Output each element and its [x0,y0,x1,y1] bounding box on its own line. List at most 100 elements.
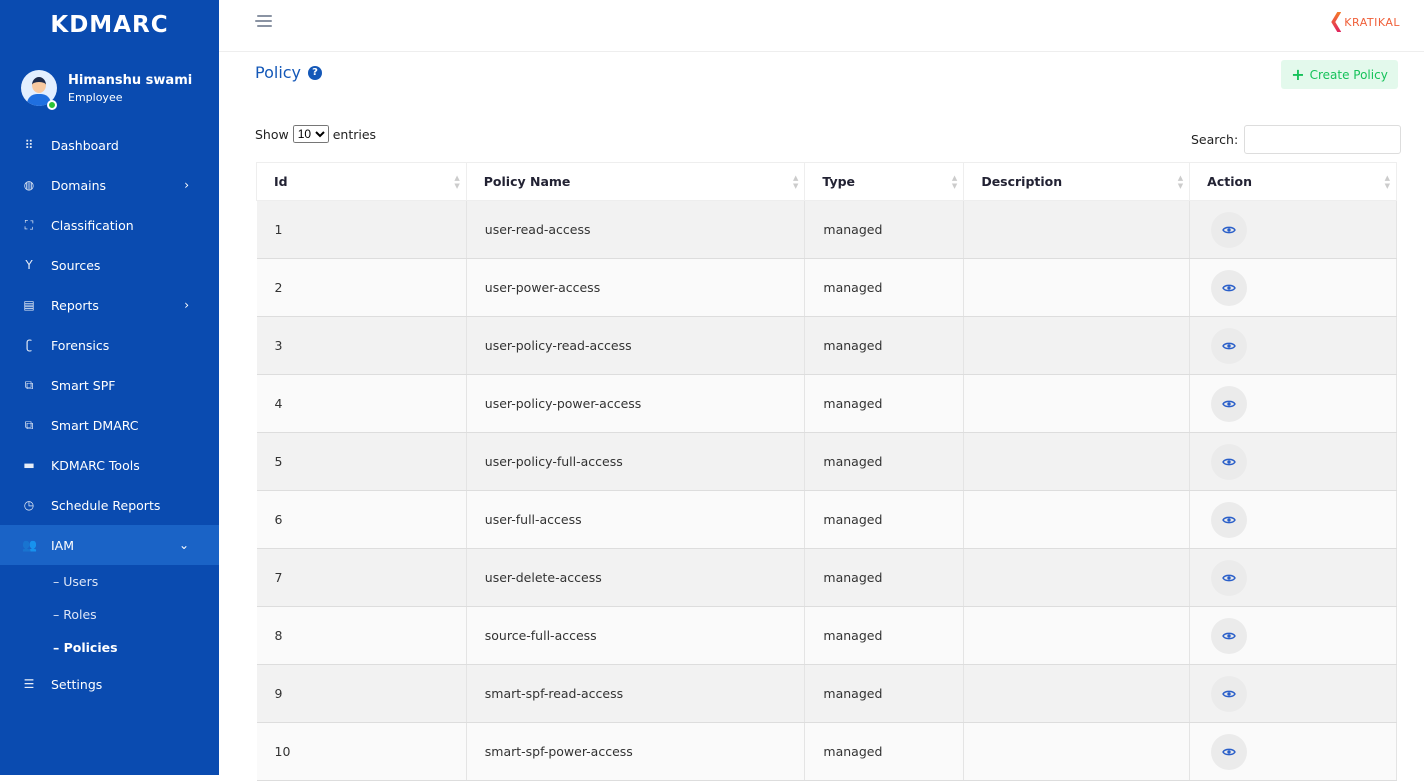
sidebar-subitem-users[interactable]: – Users [53,574,99,589]
view-button[interactable] [1211,559,1248,596]
sidebar-subitem-policies[interactable]: – Policies [53,640,118,655]
table-row: 6 user-full-access managed [256,490,1397,549]
cell-action [1189,548,1397,607]
column-label: Policy Name [483,174,571,189]
sidebar-item-domains[interactable]: ◍ Domains › [0,165,219,205]
column-header-description[interactable]: Description ▲ ▼ [963,162,1191,201]
cell-action [1189,490,1397,549]
search-input[interactable] [1244,125,1402,154]
cell-id: 8 [256,606,467,665]
table-row: 4 user-policy-power-access managed [256,374,1397,433]
cell-description [963,722,1191,781]
sidebar-subitem-roles[interactable]: – Roles [53,607,97,622]
sidebar-item-label: KDMARC Tools [51,457,140,473]
eye-icon [1222,284,1236,291]
sidebar-item-label: Smart SPF [51,377,116,393]
sidebar-item-sources[interactable]: Y Sources [0,245,219,285]
menu-toggle-icon[interactable] [255,15,272,30]
cell-type: managed [804,200,965,259]
column-header-type[interactable]: Type ▲ ▼ [804,162,965,201]
sidebar-item-dashboard[interactable]: ⠿ Dashboard [0,125,219,165]
sidebar-item-schedule-reports[interactable]: ◷ Schedule Reports [0,485,219,525]
cell-id: 9 [256,664,467,723]
eye-icon [1222,516,1236,523]
online-status-icon [47,100,57,110]
show-label: Show [255,126,289,142]
view-button[interactable] [1211,443,1248,480]
kdmarc-logo[interactable]: KDMARC [50,12,169,38]
sort-icon[interactable]: ▲ ▼ [454,174,460,190]
user-profile[interactable]: Himanshu swami Employee [21,70,192,106]
view-button[interactable] [1211,733,1248,770]
sidebar-item-reports[interactable]: ▤ Reports › [0,285,219,325]
eye-icon [1222,458,1236,465]
cell-policy-name: user-delete-access [466,548,806,607]
sidebar-item-label: Sources [51,257,101,273]
copy-icon: ⧉ [24,417,34,432]
cell-action [1189,316,1397,375]
column-header-id[interactable]: Id ▲ ▼ [256,162,467,201]
help-icon[interactable]: ? [308,65,323,80]
sidebar-item-smart-dmarc[interactable]: ⧉ Smart DMARC [0,405,219,445]
chevron-down-icon: ⌄ [178,538,189,552]
cell-id: 5 [256,432,467,491]
cell-policy-name: user-policy-read-access [466,316,806,375]
table-row: 8 source-full-access managed [256,606,1397,665]
user-role: Employee [68,90,123,104]
sort-icon[interactable]: ▲ ▼ [793,174,799,190]
cell-description [963,374,1191,433]
column-header-action[interactable]: Action ▲ ▼ [1189,162,1397,201]
view-button[interactable] [1211,385,1248,422]
cell-description [963,432,1191,491]
avatar [21,70,57,106]
cell-id: 3 [256,316,467,375]
cell-action [1189,200,1397,259]
create-policy-button[interactable]: + Create Policy [1281,60,1398,89]
report-icon: ▤ [23,298,35,312]
page-size-select[interactable]: 10 [292,125,329,143]
cell-id: 7 [256,548,467,607]
cell-description [963,200,1191,259]
globe-icon: ◍ [23,178,35,192]
sidebar-item-smart-spf[interactable]: ⧉ Smart SPF [0,365,219,405]
sidebar-item-kdmarc-tools[interactable]: ▬ KDMARC Tools [0,445,219,485]
cell-policy-name: smart-spf-power-access [466,722,806,781]
sidebar: KDMARC Himanshu swami Employee ⠿ Dashboar… [0,0,219,775]
table-row: 5 user-policy-full-access managed [256,432,1397,491]
sort-icon[interactable]: ▲ ▼ [1177,174,1184,190]
eye-icon [1222,574,1236,581]
copy-icon: ⧉ [24,377,34,392]
eye-icon [1222,342,1236,349]
column-label: Description [981,174,1063,189]
eye-icon [1222,748,1236,755]
cell-policy-name: user-policy-power-access [466,374,806,433]
column-header-policy-name[interactable]: Policy Name ▲ ▼ [465,162,806,201]
cell-type: managed [804,258,965,317]
sidebar-item-forensics[interactable]: ʗ Forensics [0,325,219,365]
page-size-control: Show 10 entries [255,125,376,143]
view-button[interactable] [1211,617,1248,654]
view-button[interactable] [1211,501,1248,538]
cell-description [963,664,1191,723]
cell-policy-name: user-read-access [466,200,806,259]
sort-icon[interactable]: ▲ ▼ [1384,174,1390,190]
view-button[interactable] [1211,675,1248,712]
table-row: 9 smart-spf-read-access managed [256,664,1397,723]
column-label: Type [822,174,856,189]
chevron-right-icon: › [184,178,189,192]
entries-label: entries [332,126,377,142]
sidebar-item-classification[interactable]: ⛶ Classification [0,205,219,245]
cell-id: 1 [256,200,467,259]
view-button[interactable] [1211,269,1248,306]
table-row: 3 user-policy-read-access managed [256,316,1397,375]
sidebar-item-iam[interactable]: 👥 IAM ⌄ [0,525,219,565]
cell-action [1189,664,1397,723]
view-button[interactable] [1211,211,1248,248]
cell-description [963,606,1191,665]
view-button[interactable] [1211,327,1248,364]
grid-icon: ⠿ [24,138,34,152]
sort-icon[interactable]: ▲ ▼ [951,174,958,190]
table-row: 2 user-power-access managed [256,258,1397,317]
cell-action [1189,374,1397,433]
sidebar-item-settings[interactable]: ☰ Settings [0,664,219,704]
